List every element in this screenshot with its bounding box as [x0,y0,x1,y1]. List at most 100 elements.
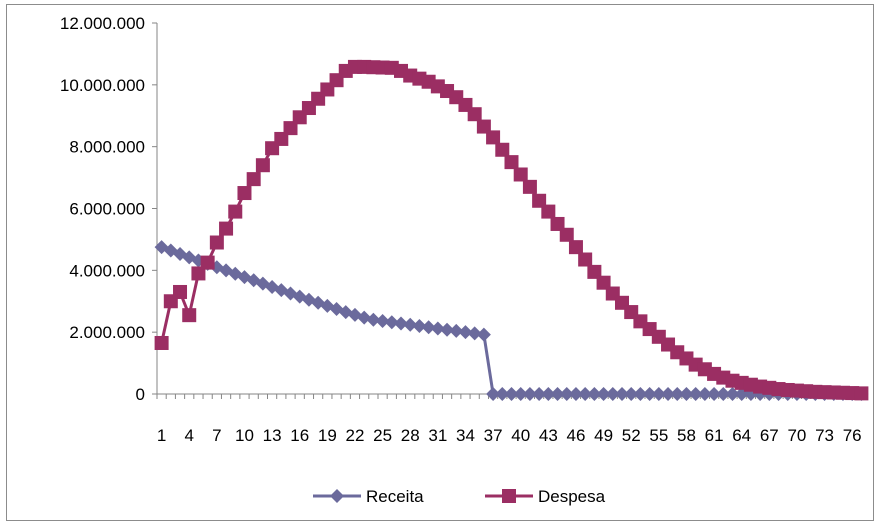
data-point [587,264,602,279]
legend-label: Despesa [538,487,606,506]
data-point [504,155,519,170]
data-point [651,387,666,401]
data-point [578,387,593,401]
data-point [661,387,676,401]
data-point [513,387,528,401]
y-tick-label: 12.000.000 [60,14,145,33]
legend-item-despesa: Despesa [485,487,606,506]
legend-marker [330,489,344,503]
x-tick-label: 34 [456,426,475,445]
data-point [725,387,740,401]
data-point [200,255,215,270]
data-point [670,387,685,401]
legend: Receita Despesa [313,487,606,506]
data-point [191,266,206,281]
data-point [679,387,694,401]
x-tick-label: 31 [428,426,447,445]
data-point [154,335,169,350]
data-point [559,227,574,242]
data-point [430,321,445,336]
data-point [578,252,593,267]
axes: 0 2.000.000 4.000.000 6.000.000 8.000.000 10.… [60,14,867,445]
data-point [255,158,270,173]
data-point [541,204,556,219]
data-point [357,310,372,325]
x-tick-label: 22 [346,426,365,445]
y-tick-label: 8.000.000 [69,138,145,157]
data-point [495,387,510,401]
x-tick-label: 4 [184,426,193,445]
data-point [219,221,234,236]
series-line-despesa [160,65,862,395]
data-point [274,131,289,146]
data-point [550,387,565,401]
x-tick-label: 40 [511,426,530,445]
data-point [624,387,639,401]
data-point [237,186,252,201]
data-point [458,325,473,340]
data-point [394,316,409,331]
series-receita [154,240,869,401]
data-point [522,387,537,401]
data-point [182,308,197,323]
data-point [440,322,455,337]
x-tick-label: 1 [157,426,166,445]
data-point [486,130,501,145]
x-tick-label: 19 [318,426,337,445]
x-tick-label: 67 [760,426,779,445]
data-point [384,315,399,330]
data-point [209,235,224,250]
x-tick-label: 55 [649,426,668,445]
data-point [467,107,482,122]
data-point [559,387,574,401]
data-point [449,323,464,338]
data-point [568,387,583,401]
x-tick-label: 43 [539,426,558,445]
y-tick-label: 10.000.000 [60,76,145,95]
data-point [532,387,547,401]
x-tick-label: 37 [484,426,503,445]
data-point [467,326,482,341]
data-point [716,387,731,401]
legend-marker [502,489,516,503]
x-tick-label: 7 [212,426,221,445]
data-point [403,317,418,332]
data-point [476,327,491,342]
data-point [412,318,427,333]
legend-label: Receita [366,487,424,506]
data-point [495,142,510,157]
y-tick-label: 4.000.000 [69,261,145,280]
data-point [513,167,528,182]
x-tick-label: 61 [705,426,724,445]
data-point [854,386,869,401]
data-point [541,387,556,401]
x-tick-label: 64 [732,426,751,445]
data-point [642,387,657,401]
y-tick-label: 2.000.000 [69,323,145,342]
y-tick-label: 0 [136,385,145,404]
data-point [568,240,583,255]
data-point [633,387,648,401]
x-tick-label: 70 [787,426,806,445]
series-layer [154,59,869,401]
legend-item-receita: Receita [313,487,424,506]
data-point [522,179,537,194]
data-point [550,216,565,231]
x-tick-label: 73 [815,426,834,445]
data-point [596,275,611,290]
data-point [283,121,298,136]
x-tick-label: 76 [843,426,862,445]
x-tick-label: 46 [566,426,585,445]
data-point [688,387,703,401]
y-tick-label: 6.000.000 [69,200,145,219]
data-point [605,387,620,401]
data-point [246,172,261,187]
data-point [504,387,519,401]
data-point [707,387,722,401]
data-point [532,193,547,208]
data-point [486,387,501,401]
data-point [697,387,712,401]
x-tick-label: 28 [401,426,420,445]
data-point [173,284,188,299]
